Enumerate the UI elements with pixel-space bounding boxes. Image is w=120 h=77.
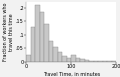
- X-axis label: Travel Time, in minutes: Travel Time, in minutes: [43, 71, 100, 76]
- Bar: [26, 55, 31, 62]
- Bar: [98, 61, 103, 62]
- Bar: [58, 52, 62, 62]
- Bar: [35, 5, 40, 62]
- Bar: [40, 12, 44, 62]
- Bar: [89, 61, 94, 62]
- Bar: [80, 59, 85, 62]
- Bar: [49, 41, 53, 62]
- Bar: [31, 27, 35, 62]
- Bar: [85, 60, 89, 62]
- Bar: [71, 55, 76, 62]
- Y-axis label: Fraction of workers who travel this time: Fraction of workers who travel this time: [3, 3, 14, 61]
- Bar: [76, 58, 80, 62]
- Bar: [53, 47, 58, 62]
- Bar: [62, 56, 67, 62]
- Bar: [44, 24, 49, 62]
- Bar: [112, 61, 116, 62]
- Bar: [67, 58, 71, 62]
- Bar: [94, 61, 98, 62]
- Bar: [103, 61, 107, 62]
- Bar: [107, 61, 112, 62]
